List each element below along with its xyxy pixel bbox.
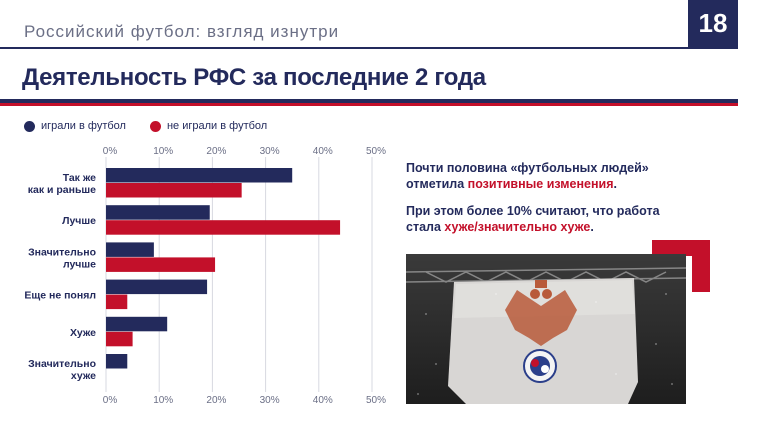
x-tick-label-top: 50% xyxy=(366,146,386,157)
bar-played xyxy=(106,354,128,369)
category-label: Лучше xyxy=(62,215,96,227)
category-label: Значительно xyxy=(28,246,96,258)
note-positive-line2: отметила xyxy=(406,177,468,191)
note-positive-end: . xyxy=(613,177,618,191)
x-tick-label-bottom: 50% xyxy=(366,395,386,406)
legend-dot-not-played xyxy=(149,120,161,132)
note-negative: При этом более 10% считают, что работа с… xyxy=(406,203,706,235)
category-label: лучше xyxy=(63,258,96,270)
x-tick-label-bottom: 40% xyxy=(313,395,333,406)
legend-item-played: играли в футбол xyxy=(24,120,126,132)
top-divider xyxy=(0,47,738,49)
rfs-flag-photo xyxy=(406,254,686,404)
x-tick-label-bottom: 30% xyxy=(260,395,280,406)
bar-not-played xyxy=(106,331,133,347)
note-negative-line1: При этом более 10% считают, что работа xyxy=(406,204,660,218)
note-negative-highlight: хуже/значительно хуже xyxy=(444,220,591,234)
x-tick-label-top: 40% xyxy=(313,146,333,157)
x-tick-label-bottom: 0% xyxy=(103,395,118,406)
x-tick-label-top: 30% xyxy=(260,146,280,157)
x-tick-label-bottom: 10% xyxy=(153,395,173,406)
note-positive-highlight: позитивные изменения xyxy=(467,177,614,191)
chart-legend: играли в футбол не играли в футбол xyxy=(24,120,291,132)
category-label: Еще не понял xyxy=(24,290,96,302)
x-tick-label-top: 0% xyxy=(103,146,118,157)
bar-played xyxy=(106,168,293,183)
bar-not-played xyxy=(106,294,128,310)
photo-illustration xyxy=(406,254,686,404)
note-positive-line1: Почти половина «футбольных людей» xyxy=(406,161,649,175)
legend-item-not-played: не играли в футбол xyxy=(149,120,268,132)
page-number-badge: 18 xyxy=(688,0,738,47)
legend-dot-played xyxy=(24,120,35,132)
note-negative-line2: стала xyxy=(406,220,445,234)
x-tick-label-top: 20% xyxy=(206,146,226,157)
category-label: хуже xyxy=(71,370,96,382)
x-tick-label-bottom: 20% xyxy=(206,395,226,406)
series-title: Российский футбол: взгляд изнутри xyxy=(24,22,340,41)
x-tick-label-top: 10% xyxy=(153,146,173,157)
bar-played xyxy=(106,279,208,295)
category-label: Так же xyxy=(63,172,96,184)
category-label: как и раньше xyxy=(28,184,96,196)
legend-label-not-played: не играли в футбол xyxy=(166,120,268,132)
bar-played xyxy=(106,316,168,332)
bar-played xyxy=(106,205,210,220)
bar-chart: 0% 0% 10% 10% 20% 20% 30% 30% 40% 40% 50% 50% Так же… xyxy=(24,146,386,406)
bar-played xyxy=(106,242,154,257)
bar-not-played xyxy=(106,257,216,272)
category-label: Значительно xyxy=(28,358,96,370)
title-divider-red xyxy=(0,103,738,106)
legend-label-played: играли в футбол xyxy=(41,120,126,132)
category-label: Хуже xyxy=(70,327,96,339)
page-title: Деятельность РФС за последние 2 года xyxy=(22,64,486,91)
bar-not-played xyxy=(106,183,242,198)
bar-not-played xyxy=(106,220,341,235)
title-divider-blue xyxy=(0,99,738,103)
note-negative-end: . xyxy=(590,220,594,234)
note-positive: Почти половина «футбольных людей» отмети… xyxy=(406,160,706,192)
